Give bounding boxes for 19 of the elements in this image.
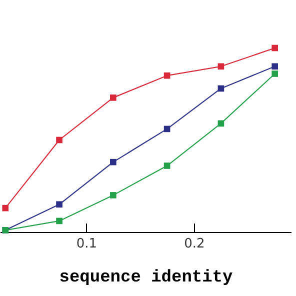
x-tick-label: 0.2	[184, 236, 205, 252]
x-tick-label: 0.1	[76, 236, 98, 252]
point	[164, 162, 170, 169]
point	[164, 72, 170, 79]
point	[110, 94, 116, 101]
point	[218, 63, 224, 70]
point	[272, 70, 278, 77]
point	[218, 120, 224, 127]
point	[164, 126, 170, 132]
point	[56, 218, 62, 224]
point	[110, 192, 116, 198]
point	[56, 201, 62, 208]
point	[272, 63, 278, 70]
point	[2, 204, 9, 212]
point	[110, 158, 116, 166]
x-axis-title: sequence identity	[59, 268, 233, 288]
point	[218, 85, 224, 92]
point	[56, 136, 62, 144]
point	[272, 44, 278, 52]
